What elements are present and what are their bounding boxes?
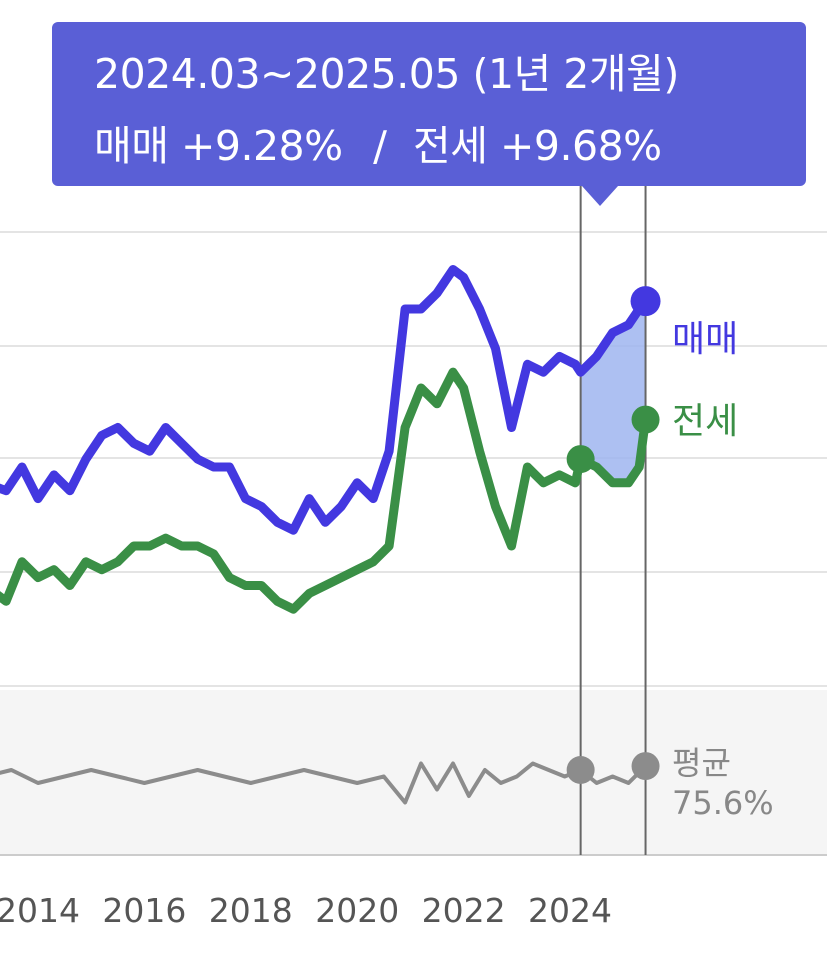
tooltip-sale-label: 매매	[94, 122, 169, 170]
tooltip-jeonse-label: 전세	[413, 122, 488, 170]
x-tick-label: 2018	[209, 891, 293, 930]
ratio-panel-background	[0, 690, 827, 855]
gridlines	[0, 231, 827, 687]
legend-avg-value: 75.6%	[672, 784, 774, 822]
legend-avg-label: 평균	[672, 744, 731, 782]
x-tick-label: 2014	[0, 891, 80, 930]
marker-avg-end	[631, 752, 660, 781]
legend-sale[interactable]: 매매	[672, 319, 739, 360]
series-line-jeonse	[0, 367, 650, 614]
tooltip-separator: /	[373, 122, 387, 170]
marker-jeonse-end	[631, 405, 660, 434]
series-line-avg	[0, 761, 648, 805]
x-axis-ticks: 2014 2016 2018 2020 2022 2024	[0, 891, 612, 930]
x-tick-label: 2022	[422, 891, 506, 930]
tooltip-changes: 매매 +9.28% / 전세 +9.68%	[94, 112, 662, 172]
legend-jeonse[interactable]: 전세	[672, 401, 739, 442]
marker-jeonse-start	[566, 445, 595, 474]
tooltip-jeonse-change: +9.68%	[500, 122, 662, 170]
marker-avg-start	[566, 756, 595, 784]
tooltip-arrow	[582, 186, 618, 206]
tooltip-range: 2024.03~2025.05 (1년 2개월)	[94, 50, 679, 98]
series-line-sale	[0, 265, 650, 535]
range-tooltip: 2024.03~2025.05 (1년 2개월) 매매 +9.28% / 전세 …	[52, 22, 806, 186]
selection-fill	[580, 301, 646, 483]
x-tick-label: 2020	[315, 891, 399, 930]
series-lines	[0, 265, 650, 805]
marker-sale-end	[630, 286, 661, 317]
selection-markers	[566, 286, 661, 784]
tooltip-sale-change: +9.28%	[181, 122, 343, 170]
x-tick-label: 2024	[528, 891, 612, 930]
x-tick-label: 2016	[102, 891, 186, 930]
